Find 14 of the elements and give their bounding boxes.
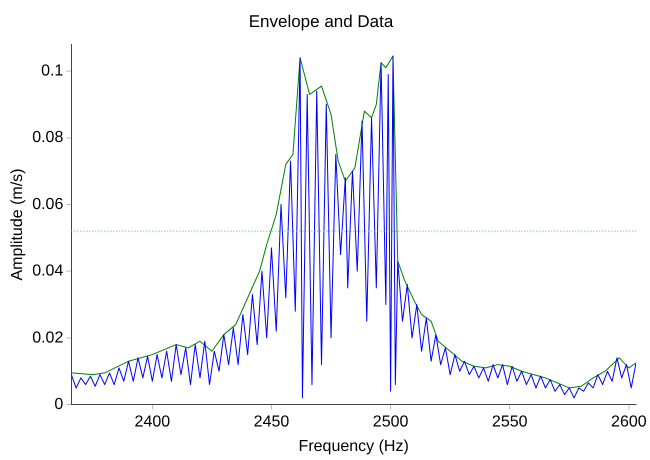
x-tick-label: 2400 — [134, 414, 170, 431]
y-tick-label: 0.06 — [32, 196, 64, 213]
y-tick-label: 0.02 — [32, 329, 64, 346]
y-tick-label: 0 — [54, 396, 64, 414]
y-tick-label: 0.1 — [41, 62, 64, 80]
y-tick-label: 0.04 — [32, 262, 64, 280]
x-tick-label: 2450 — [254, 414, 290, 431]
y-axis-title: Amplitude (m/s) — [9, 168, 26, 281]
x-tick-label: 2500 — [372, 414, 408, 431]
y-tick-label: 0.08 — [32, 129, 64, 146]
x-axis-title: Frequency (Hz) — [298, 438, 409, 455]
x-tick-label: 2550 — [492, 414, 528, 431]
x-tick-label: 2600 — [611, 414, 647, 431]
chart-title: Envelope and Data — [248, 12, 394, 31]
